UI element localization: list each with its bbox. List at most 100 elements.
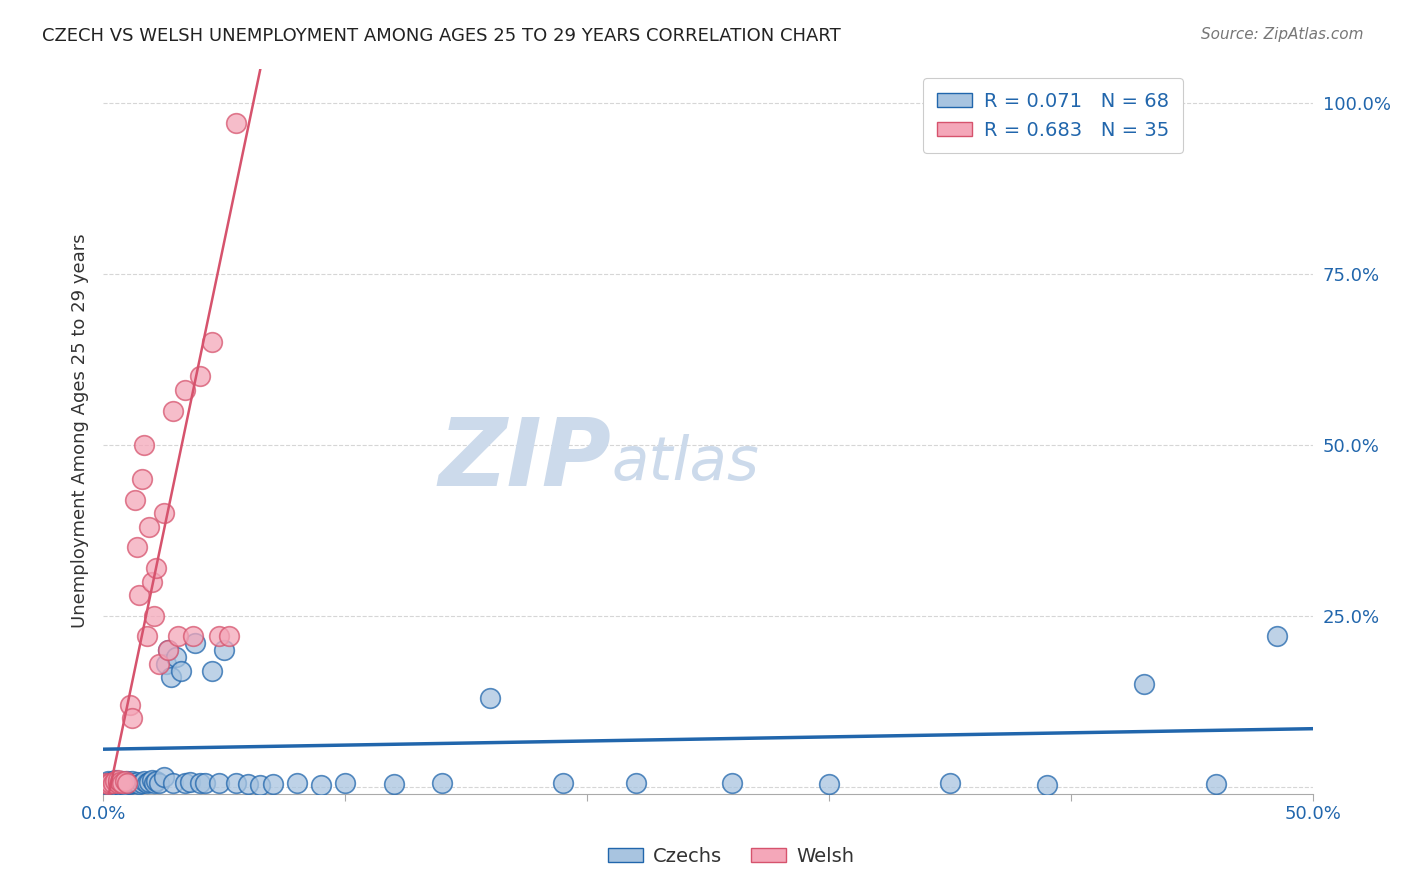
Point	[184, 636, 207, 650]
Point	[107, 777, 129, 791]
Point	[121, 711, 143, 725]
Point	[142, 775, 165, 789]
Point	[117, 773, 139, 788]
Point	[134, 438, 156, 452]
Point	[94, 776, 117, 790]
Point	[1133, 677, 1156, 691]
Point	[111, 774, 134, 789]
Point	[430, 776, 453, 790]
Point	[97, 777, 120, 791]
Y-axis label: Unemployment Among Ages 25 to 29 years: Unemployment Among Ages 25 to 29 years	[72, 234, 89, 628]
Point	[174, 776, 197, 790]
Point	[125, 775, 148, 789]
Point	[111, 777, 134, 791]
Point	[117, 776, 139, 790]
Point	[155, 657, 177, 671]
Point	[194, 775, 217, 789]
Point	[138, 775, 160, 789]
Point	[124, 492, 146, 507]
Point	[309, 778, 332, 792]
Point	[101, 778, 124, 792]
Point	[128, 777, 150, 791]
Text: atlas: atlas	[612, 434, 759, 493]
Point	[141, 574, 163, 589]
Point	[157, 643, 180, 657]
Point	[104, 776, 127, 790]
Text: Source: ZipAtlas.com: Source: ZipAtlas.com	[1201, 27, 1364, 42]
Point	[135, 629, 157, 643]
Point	[382, 777, 405, 791]
Point	[624, 776, 647, 790]
Point	[101, 776, 124, 790]
Point	[152, 770, 174, 784]
Point	[201, 664, 224, 678]
Point	[225, 116, 247, 130]
Point	[100, 777, 122, 791]
Point	[134, 774, 156, 789]
Point	[262, 777, 284, 791]
Point	[157, 643, 180, 657]
Point	[141, 772, 163, 787]
Point	[104, 772, 127, 787]
Point	[181, 629, 204, 643]
Point	[148, 776, 170, 790]
Point	[479, 690, 502, 705]
Point	[107, 772, 129, 787]
Point	[1036, 778, 1059, 792]
Point	[108, 775, 131, 789]
Point	[97, 778, 120, 792]
Point	[111, 775, 134, 789]
Point	[208, 776, 231, 790]
Point	[212, 643, 235, 657]
Point	[101, 775, 124, 789]
Point	[1205, 777, 1227, 791]
Point	[1265, 629, 1288, 643]
Point	[160, 670, 183, 684]
Point	[174, 383, 197, 397]
Point	[121, 774, 143, 789]
Point	[117, 776, 139, 790]
Point	[188, 369, 211, 384]
Point	[145, 773, 167, 788]
Point	[131, 775, 153, 789]
Point	[118, 777, 141, 791]
Point	[285, 776, 308, 790]
Point	[100, 775, 122, 789]
Legend: R = 0.071   N = 68, R = 0.683   N = 35: R = 0.071 N = 68, R = 0.683 N = 35	[924, 78, 1182, 153]
Point	[121, 775, 143, 789]
Text: CZECH VS WELSH UNEMPLOYMENT AMONG AGES 25 TO 29 YEARS CORRELATION CHART: CZECH VS WELSH UNEMPLOYMENT AMONG AGES 2…	[42, 27, 841, 45]
Point	[169, 664, 191, 678]
Point	[100, 775, 122, 789]
Point	[721, 776, 744, 790]
Point	[145, 561, 167, 575]
Point	[124, 776, 146, 790]
Point	[104, 779, 127, 793]
Point	[128, 588, 150, 602]
Point	[114, 774, 136, 789]
Point	[818, 777, 841, 791]
Legend: Czechs, Welsh: Czechs, Welsh	[600, 838, 862, 873]
Point	[108, 775, 131, 789]
Point	[551, 776, 574, 790]
Point	[162, 776, 184, 790]
Text: ZIP: ZIP	[439, 414, 612, 506]
Point	[114, 778, 136, 792]
Point	[179, 775, 201, 789]
Point	[152, 506, 174, 520]
Point	[165, 649, 187, 664]
Point	[125, 541, 148, 555]
Point	[188, 776, 211, 790]
Point	[97, 774, 120, 789]
Point	[939, 776, 962, 790]
Point	[333, 776, 356, 790]
Point	[201, 335, 224, 350]
Point	[225, 776, 247, 790]
Point	[208, 629, 231, 643]
Point	[218, 629, 240, 643]
Point	[94, 776, 117, 790]
Point	[142, 608, 165, 623]
Point	[108, 778, 131, 792]
Point	[114, 775, 136, 789]
Point	[138, 520, 160, 534]
Point	[249, 778, 271, 792]
